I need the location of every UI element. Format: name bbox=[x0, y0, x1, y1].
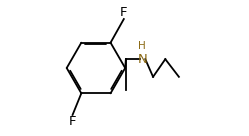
Text: F: F bbox=[120, 6, 127, 19]
Text: N: N bbox=[138, 53, 148, 66]
Text: F: F bbox=[69, 115, 76, 128]
Text: H: H bbox=[138, 41, 146, 51]
